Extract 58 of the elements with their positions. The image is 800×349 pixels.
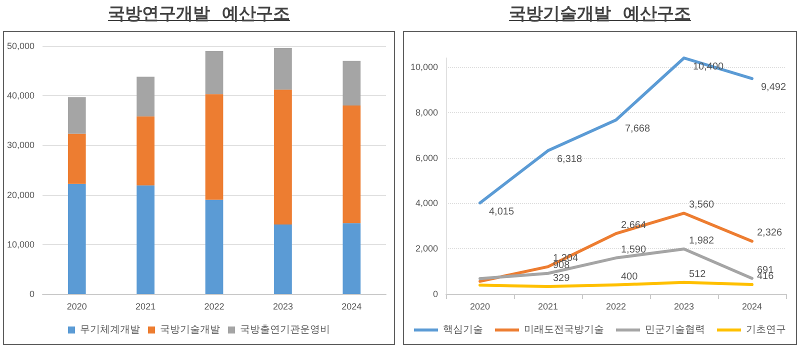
x-tick-label: 2023 xyxy=(674,302,694,312)
data-label: 3,560 xyxy=(689,200,714,211)
legend-label: 국방기술개발 xyxy=(160,324,220,336)
y-tick-label: 2,000 xyxy=(415,244,438,254)
y-tick-label: 40,000 xyxy=(6,90,35,101)
legend-label: 무기체계개발 xyxy=(80,324,140,336)
legend-label: 국방출연기관운영비 xyxy=(240,324,330,336)
x-tick-label: 2021 xyxy=(136,302,156,312)
data-label: 2,326 xyxy=(757,228,782,239)
bar xyxy=(274,224,292,294)
y-tick-label: 8,000 xyxy=(415,107,438,118)
x-tick-label: 2024 xyxy=(742,302,762,312)
bar xyxy=(205,50,224,94)
bar xyxy=(342,60,361,106)
y-tick-label: 4,000 xyxy=(415,198,438,208)
x-tick-label: 2020 xyxy=(470,302,490,312)
data-label: 1,982 xyxy=(689,236,714,247)
bar xyxy=(205,94,224,200)
data-label: 9,492 xyxy=(761,82,786,94)
data-label: 512 xyxy=(689,268,706,280)
x-tick-label: 2021 xyxy=(538,302,558,312)
bar xyxy=(205,200,224,294)
legend-label: 미래도전국방기술 xyxy=(524,324,604,336)
bar xyxy=(68,134,86,184)
y-tick-label: 50,000 xyxy=(6,41,35,51)
data-label: 329 xyxy=(553,273,570,284)
y-tick-label: 30,000 xyxy=(6,140,35,150)
y-tick-label: 10,000 xyxy=(410,62,438,72)
x-tick-label: 2022 xyxy=(204,302,224,312)
x-tick-label: 2020 xyxy=(66,302,87,312)
x-tick-label: 2023 xyxy=(272,302,293,312)
bar xyxy=(274,48,292,90)
y-tick-label: 0 xyxy=(432,289,438,299)
bar xyxy=(136,76,154,116)
chart-title: 국방기술개발 예산구조 xyxy=(508,3,692,25)
x-tick-label: 2024 xyxy=(342,302,362,312)
line-series xyxy=(478,248,754,280)
bar xyxy=(136,185,154,294)
bar xyxy=(274,90,292,225)
y-tick-label: 10,000 xyxy=(6,239,35,250)
legend-label: 기초연구 xyxy=(746,324,786,336)
legend-label: 핵심기술 xyxy=(443,324,483,336)
bar xyxy=(68,97,86,134)
x-tick-label: 2022 xyxy=(606,302,626,312)
y-tick-label: 6,000 xyxy=(415,152,438,163)
data-label: 6,318 xyxy=(557,154,582,166)
chart-title: 국방연구개발 예산구조 xyxy=(107,3,291,25)
y-tick-label: 0 xyxy=(30,289,35,299)
y-tick-label: 20,000 xyxy=(6,190,35,200)
data-label: 4,015 xyxy=(489,206,514,218)
bar xyxy=(136,116,154,186)
bar xyxy=(342,223,361,294)
bar xyxy=(342,106,361,224)
data-label: 1,590 xyxy=(621,244,646,256)
bar xyxy=(68,184,86,294)
legend-label: 민군기술협력 xyxy=(645,324,705,336)
data-label: 7,668 xyxy=(625,123,650,134)
data-label: 400 xyxy=(621,271,638,282)
